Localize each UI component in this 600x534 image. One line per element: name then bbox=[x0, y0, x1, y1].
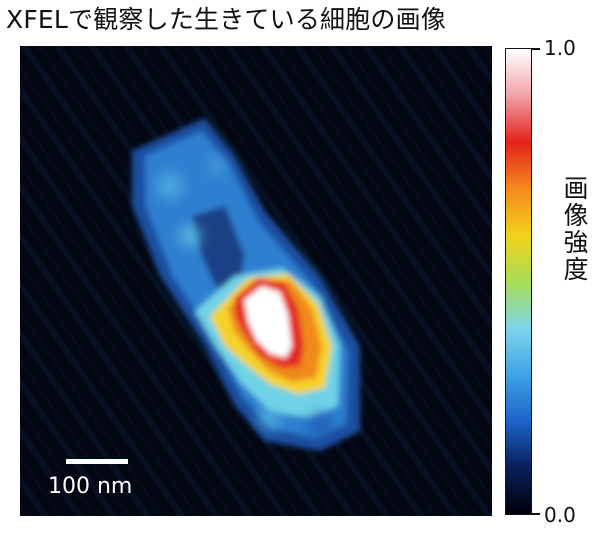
cell-intensity-map bbox=[20, 46, 492, 516]
xfel-cell-image: 100 nm bbox=[20, 46, 492, 516]
colorbar-max-label: 1.0 bbox=[544, 36, 576, 60]
colorbar-axis-label: 画像強度 bbox=[560, 175, 589, 283]
intensity-colorbar bbox=[505, 48, 532, 515]
cell bbox=[132, 118, 360, 451]
colorbar-tick-max bbox=[532, 48, 540, 50]
colorbar-min-label: 0.0 bbox=[544, 503, 576, 527]
cell-speckle bbox=[156, 156, 334, 440]
scale-bar-label: 100 nm bbox=[48, 474, 133, 499]
figure-title: XFELで観察した生きている細胞の画像 bbox=[6, 5, 447, 34]
colorbar-tick-min bbox=[532, 513, 540, 515]
scale-bar bbox=[66, 459, 128, 464]
